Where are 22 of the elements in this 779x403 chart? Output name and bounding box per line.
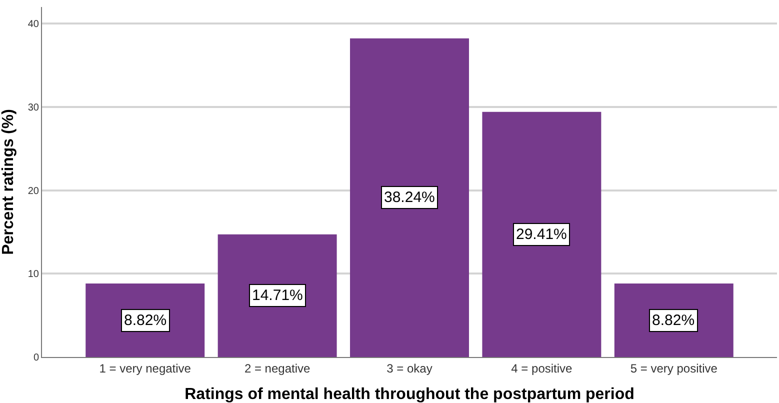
data-label: 29.41% bbox=[516, 226, 567, 243]
bar bbox=[86, 284, 205, 357]
bar bbox=[614, 284, 734, 357]
x-tick-label: 2 = negative bbox=[244, 361, 310, 376]
y-tick-label: 20 bbox=[28, 186, 40, 197]
y-tick-label: 10 bbox=[28, 269, 40, 280]
bar bbox=[482, 112, 602, 357]
x-axis-title: Ratings of mental health throughout the postpartum period bbox=[184, 386, 634, 403]
bar bbox=[350, 38, 469, 357]
data-label: 8.82% bbox=[124, 312, 167, 329]
x-tick-label: 5 = very positive bbox=[630, 361, 718, 376]
x-tick-label: 1 = very negative bbox=[99, 361, 192, 376]
data-label: 38.24% bbox=[384, 189, 435, 206]
data-label: 8.82% bbox=[652, 312, 695, 329]
data-label: 14.71% bbox=[252, 287, 303, 304]
y-tick-label: 40 bbox=[28, 19, 40, 30]
y-axis-title: Percent ratings (%) bbox=[0, 109, 17, 255]
x-tick-label: 4 = positive bbox=[511, 361, 573, 376]
x-tick-label: 3 = okay bbox=[386, 361, 432, 376]
y-tick-label: 0 bbox=[33, 352, 40, 364]
bar bbox=[218, 234, 337, 357]
y-tick-label: 30 bbox=[28, 102, 40, 114]
